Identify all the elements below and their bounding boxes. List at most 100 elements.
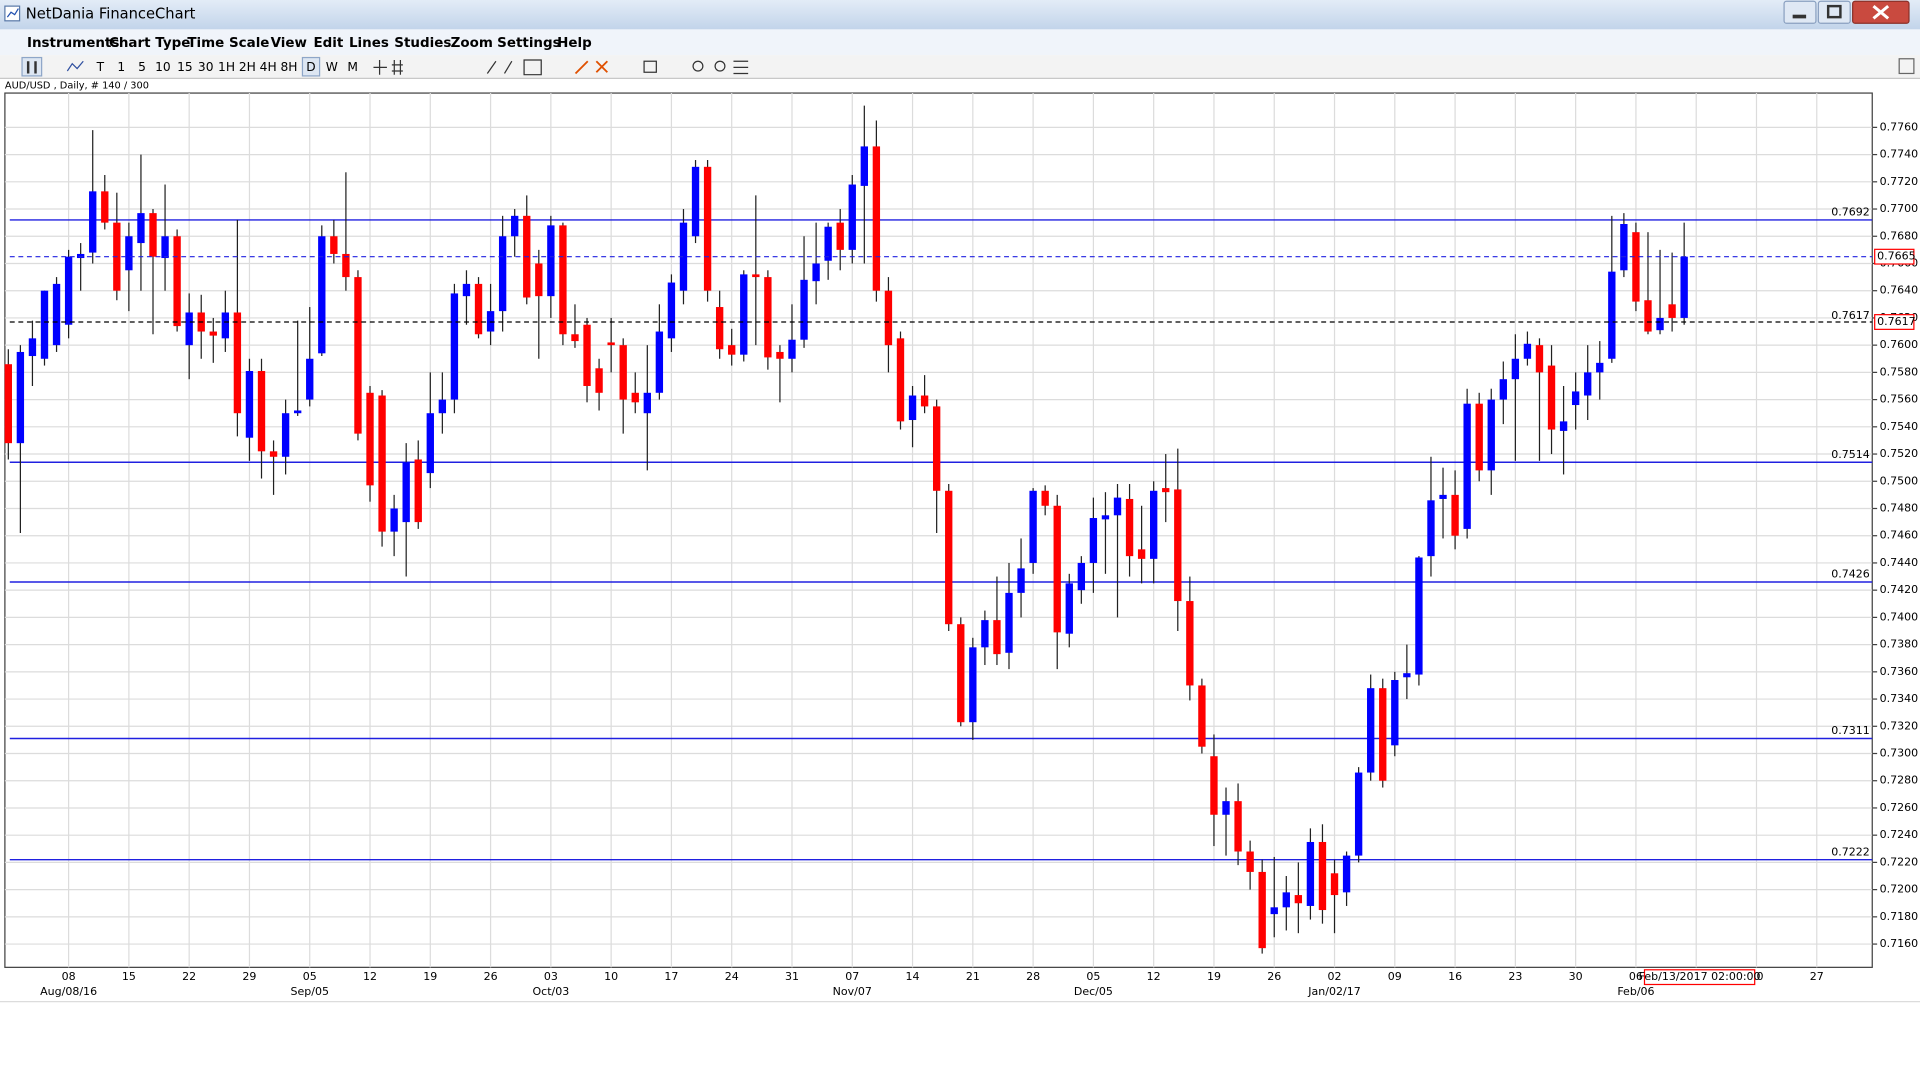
timeframe-button[interactable]: 8H	[280, 60, 297, 74]
y-tick-label: 0.7520	[1880, 447, 1919, 460]
menu-item[interactable]: Lines	[349, 36, 389, 51]
maximize-button[interactable]	[1817, 0, 1851, 24]
candle-body	[1270, 907, 1278, 915]
candle-body	[969, 647, 977, 723]
delete-tools[interactable]	[574, 60, 608, 75]
y-tick-label: 0.7700	[1880, 202, 1919, 215]
level-label: 0.7692	[1831, 206, 1870, 219]
level-label: 0.7514	[1831, 448, 1870, 461]
x-tick-label: 08	[62, 970, 76, 983]
timeframe-button[interactable]: 15	[177, 60, 193, 74]
candle-body	[595, 368, 603, 393]
print-tool[interactable]	[643, 60, 657, 73]
toolbar	[0, 55, 1920, 79]
menu-item[interactable]: Chart Type	[109, 36, 190, 51]
cursor-date-box	[1643, 969, 1756, 986]
line-tools[interactable]	[486, 59, 542, 76]
candle-body	[1342, 855, 1351, 893]
minimize-button[interactable]	[1783, 0, 1817, 24]
candle-body	[945, 490, 953, 625]
y-tick-label: 0.7640	[1880, 284, 1919, 297]
menu-item[interactable]: View	[271, 36, 307, 51]
candle-body	[788, 339, 796, 359]
candle-body	[1451, 494, 1459, 536]
candle-body	[932, 406, 941, 491]
timeframe-button[interactable]: 4H	[260, 60, 277, 74]
candle-body	[474, 283, 483, 335]
candle-body	[1282, 892, 1290, 908]
zoom-in-tool[interactable]	[692, 60, 704, 72]
candle-body	[1475, 403, 1483, 471]
candle-body	[957, 624, 965, 723]
candle-body	[1403, 673, 1411, 678]
x-tick-label: 06	[1629, 970, 1643, 983]
candle-body	[306, 358, 314, 400]
timeframe-button[interactable]: T	[96, 60, 105, 74]
candle-body	[450, 293, 459, 400]
panel-toggle[interactable]	[1898, 58, 1915, 75]
candle-body	[366, 392, 374, 486]
price-marker-box	[1874, 248, 1915, 265]
timeframe-button[interactable]: 1	[117, 60, 125, 74]
candle-body	[981, 620, 989, 648]
candle-body	[161, 236, 169, 259]
timeframe-button[interactable]: 10	[155, 60, 171, 74]
y-tick-label: 0.7200	[1880, 883, 1919, 896]
y-tick-label: 0.7300	[1880, 747, 1919, 760]
candle-body	[1113, 497, 1122, 516]
y-tick-label: 0.7420	[1880, 583, 1919, 596]
candle-body	[607, 342, 615, 346]
menu-item[interactable]: Edit	[313, 36, 343, 51]
timeframe-button[interactable]: 5	[138, 60, 146, 74]
y-tick-label: 0.7340	[1880, 692, 1919, 705]
candle-body	[1186, 601, 1194, 686]
timeframe-button[interactable]: W	[326, 60, 338, 74]
candle-body	[571, 334, 579, 342]
candle-body	[1125, 498, 1134, 557]
candle-body	[1150, 490, 1158, 559]
candle-body	[1318, 841, 1327, 911]
candle-chart-tool[interactable]	[21, 56, 43, 77]
timeframe-button[interactable]: 30	[198, 60, 214, 74]
candle-body	[1367, 688, 1375, 773]
candle-body	[125, 236, 133, 271]
candle-body	[294, 410, 302, 414]
candle-body	[1294, 895, 1303, 904]
candle-body	[101, 191, 109, 223]
menu-item[interactable]: Zoom	[451, 36, 493, 51]
level-label: 0.7222	[1831, 845, 1870, 858]
y-tick-label: 0.7360	[1880, 665, 1919, 678]
menu-item[interactable]: Studies	[394, 36, 451, 51]
candle-body	[1379, 688, 1387, 781]
candle-body	[583, 324, 591, 386]
timeframe-button[interactable]: M	[347, 60, 358, 74]
candle-body	[342, 253, 350, 278]
timeframe-button[interactable]: 1H	[218, 60, 235, 74]
price-marker-value: 0.7665	[1877, 250, 1916, 263]
x-tick-label: 05	[303, 970, 317, 983]
candle-body	[52, 283, 61, 346]
candle-body	[1644, 300, 1652, 332]
timeframe-button[interactable]: 2H	[239, 60, 256, 74]
fit-tool[interactable]	[733, 60, 749, 75]
zoom-out-tool[interactable]	[714, 60, 726, 72]
y-tick-label: 0.7260	[1880, 801, 1919, 814]
line-chart-tool[interactable]	[66, 60, 84, 72]
x-tick-label: 12	[363, 970, 377, 983]
candle-body	[1089, 518, 1098, 563]
candle-body	[896, 338, 905, 422]
candle-body	[1065, 583, 1073, 634]
menu-item[interactable]: Instruments	[27, 36, 119, 51]
candle-body	[1029, 490, 1037, 563]
candle-body	[1547, 365, 1556, 430]
menu-item[interactable]: Time Scale	[187, 36, 269, 51]
menu-item[interactable]: Help	[557, 36, 592, 51]
candle-body	[426, 413, 434, 474]
crosshair-tools[interactable]	[373, 60, 403, 75]
menu-item[interactable]: Settings	[497, 36, 561, 51]
timeframe-button[interactable]: D	[306, 60, 315, 74]
candle-body	[535, 263, 543, 297]
candle-body	[269, 451, 278, 457]
x-tick-label: 19	[423, 970, 437, 983]
candle-body	[1656, 317, 1664, 331]
